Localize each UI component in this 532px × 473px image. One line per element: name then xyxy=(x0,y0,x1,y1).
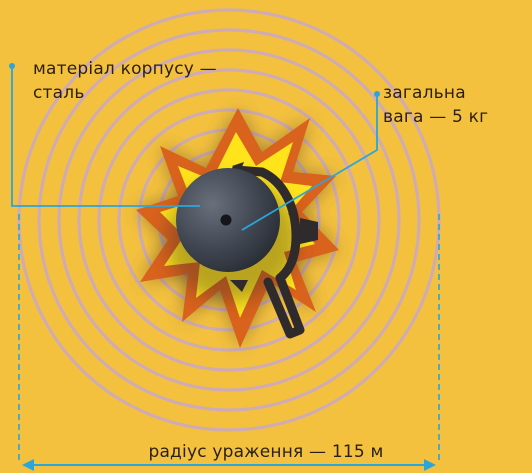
material-callout: матеріал корпусу — сталь xyxy=(33,57,217,105)
weight-leader-dot xyxy=(374,91,380,97)
material-callout-line-2: сталь xyxy=(33,81,217,105)
grenade-fuse-hole xyxy=(221,215,232,226)
weight-callout-line-2: вага — 5 кг xyxy=(383,105,488,129)
radius-label: радіус ураження — 115 м xyxy=(0,440,532,464)
material-callout-line-1: матеріал корпусу — xyxy=(33,57,217,81)
weight-callout-line-1: загальна xyxy=(383,81,488,105)
weight-callout: загальна вага — 5 кг xyxy=(383,81,488,129)
material-leader-dot xyxy=(9,63,15,69)
